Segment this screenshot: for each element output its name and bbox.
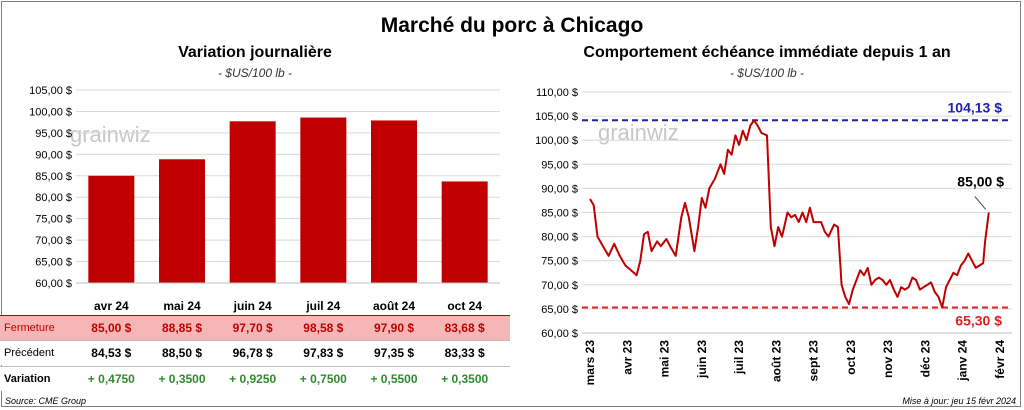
- table-cell: + 0,3500: [441, 372, 489, 386]
- y-tick-label: 95,00 $: [35, 128, 72, 140]
- bar: [88, 175, 135, 283]
- table-row: Précédent 84,53 $ 88,50 $ 96,78 $ 97,83 $ 97,…: [0, 340, 510, 365]
- x-tick-label: nov 23: [881, 340, 895, 378]
- min-label: 65,30 $: [955, 312, 1002, 328]
- left-panel-title: Variation journalière: [178, 44, 332, 61]
- bar: [229, 121, 276, 283]
- table-row: Variation + 0,4750 + 0,3500 + 0,9250 + 0,750…: [0, 366, 510, 391]
- x-tick-label: mars 23: [583, 340, 597, 386]
- y-tick-label: 75,00 $: [35, 214, 72, 226]
- y-tick-label: 90,00 $: [541, 183, 578, 195]
- bar: [371, 120, 417, 283]
- bar: [300, 117, 347, 283]
- table-cell: 97,35 $: [373, 346, 415, 360]
- max-label: 104,13 $: [948, 99, 1003, 115]
- x-category-label: août 24: [373, 299, 415, 313]
- table-row: Fermeture 85,00 $ 88,85 $ 97,70 $ 98,58 $ 97,…: [0, 315, 510, 341]
- y-tick-label: 75,00 $: [541, 256, 578, 268]
- table-cell: 88,50 $: [161, 346, 203, 360]
- row-label: Fermeture: [4, 322, 55, 334]
- x-category-label: oct 24: [447, 299, 482, 313]
- row-label: Variation: [4, 373, 51, 385]
- x-category-label: avr 24: [94, 299, 129, 313]
- y-tick-label: 85,00 $: [35, 171, 72, 183]
- table-cell: + 0,7500: [299, 372, 347, 386]
- y-tick-label: 65,00 $: [541, 304, 578, 316]
- main-title: Marché du porc à Chicago: [380, 14, 644, 37]
- x-tick-label: déc 23: [918, 340, 932, 378]
- table-cell: 85,00 $: [91, 321, 132, 335]
- x-tick-label: avr 23: [620, 340, 634, 375]
- bar: [159, 159, 205, 283]
- table-cell: + 0,9250: [229, 372, 277, 386]
- table-cell: 84,53 $: [91, 346, 132, 360]
- last-value-leader: [974, 196, 987, 210]
- row-label: Précédent: [4, 347, 55, 359]
- table-cell: + 0,5500: [370, 372, 418, 386]
- update-note: Mise à jour: jeu 15 févr 2024: [902, 396, 1016, 406]
- x-category-label: juin 24: [233, 299, 272, 313]
- y-tick-label: 105,00 $: [29, 85, 72, 97]
- y-tick-label: 65,00 $: [35, 257, 72, 269]
- x-category-label: juil 24: [305, 299, 340, 313]
- x-tick-label: sept 23: [807, 340, 821, 382]
- table-cell: 97,90 $: [373, 321, 415, 335]
- x-tick-label: août 23: [769, 340, 783, 382]
- y-tick-label: 110,00 $: [536, 87, 578, 99]
- x-tick-label: oct 23: [844, 340, 858, 375]
- x-tick-label: juil 23: [732, 340, 746, 375]
- y-tick-label: 70,00 $: [35, 235, 72, 247]
- y-tick-label: 80,00 $: [35, 192, 72, 204]
- source-note: Source: CME Group: [5, 396, 87, 406]
- y-tick-label: 95,00 $: [541, 159, 578, 171]
- x-tick-label: mai 23: [658, 340, 672, 378]
- y-tick-label: 100,00 $: [29, 106, 72, 118]
- y-tick-label: 105,00 $: [535, 111, 578, 123]
- y-tick-label: 90,00 $: [35, 149, 72, 161]
- price-line: [589, 119, 990, 309]
- x-category-label: mai 24: [163, 299, 201, 313]
- right-panel-title: Comportement échéance immédiate depuis 1…: [583, 44, 951, 61]
- last-value-label: 85,00 $: [957, 174, 1004, 190]
- table-cell: 83,33 $: [444, 346, 485, 360]
- table-cell: + 0,4750: [87, 372, 135, 386]
- watermark: grainwiz: [70, 122, 151, 147]
- bar: [441, 181, 488, 283]
- table-cell: 97,83 $: [303, 346, 344, 360]
- left-panel-subtitle: - $US/100 lb -: [217, 66, 293, 80]
- table-cell: 97,70 $: [232, 321, 273, 335]
- y-tick-label: 60,00 $: [541, 328, 578, 340]
- x-tick-label: févr 24: [993, 340, 1007, 379]
- table-cell: 96,78 $: [232, 346, 273, 360]
- x-tick-label: janv 24: [956, 340, 970, 382]
- right-panel-subtitle: - $US/100 lb -: [729, 66, 805, 80]
- table-cell: + 0,3500: [158, 372, 206, 386]
- table-cell: 98,58 $: [303, 321, 344, 335]
- x-tick-label: juin 23: [695, 340, 709, 379]
- y-tick-label: 70,00 $: [541, 280, 578, 292]
- y-tick-label: 100,00 $: [535, 135, 578, 147]
- table-cell: 83,68 $: [444, 321, 485, 335]
- y-tick-label: 85,00 $: [541, 208, 578, 220]
- table-cell: 88,85 $: [161, 321, 203, 335]
- y-tick-label: 60,00 $: [35, 278, 72, 290]
- y-tick-label: 80,00 $: [541, 232, 578, 244]
- watermark: grainwiz: [598, 120, 679, 145]
